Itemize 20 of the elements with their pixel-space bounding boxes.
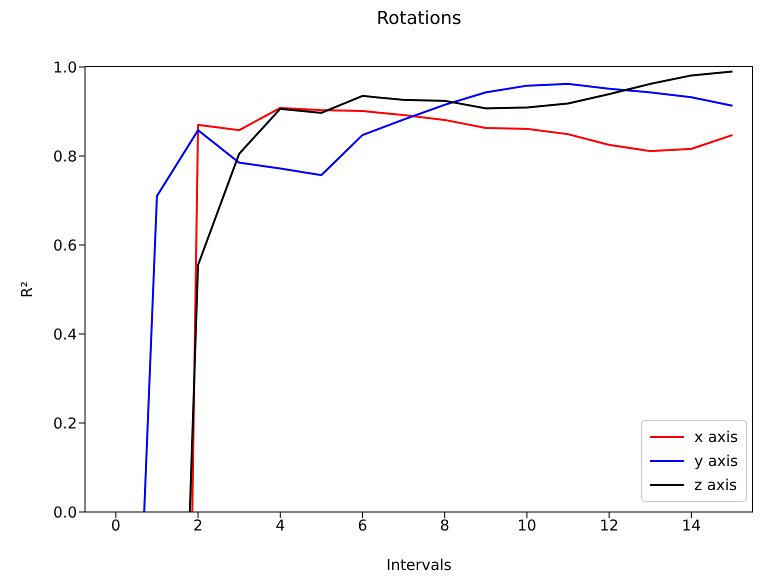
chart-title: Rotations bbox=[376, 8, 462, 29]
x-tick-label: 10 bbox=[517, 516, 536, 535]
y-tick-label: 1.0 bbox=[53, 58, 77, 76]
y-tick-label: 0.4 bbox=[53, 325, 77, 344]
legend-label: y axis bbox=[694, 452, 738, 470]
y-tick-label: 0.0 bbox=[53, 503, 77, 522]
y-tick-label: 0.6 bbox=[53, 236, 77, 254]
x-tick-label: 12 bbox=[600, 516, 619, 535]
x-axis-title: Intervals bbox=[386, 556, 452, 574]
y-axis-title: R² bbox=[18, 281, 36, 298]
y-tick-label: 0.2 bbox=[53, 414, 77, 432]
x-tick-label: 8 bbox=[440, 516, 450, 535]
x-tick-label: 14 bbox=[682, 516, 701, 535]
y-tick-label: 0.8 bbox=[53, 147, 77, 166]
x-tick-label: 4 bbox=[275, 516, 286, 535]
x-tick-label: 2 bbox=[193, 516, 203, 535]
x-tick-label: 0 bbox=[111, 516, 121, 535]
legend-label: z axis bbox=[694, 476, 737, 494]
legend-label: x axis bbox=[694, 428, 738, 446]
x-tick-label: 6 bbox=[358, 516, 368, 535]
